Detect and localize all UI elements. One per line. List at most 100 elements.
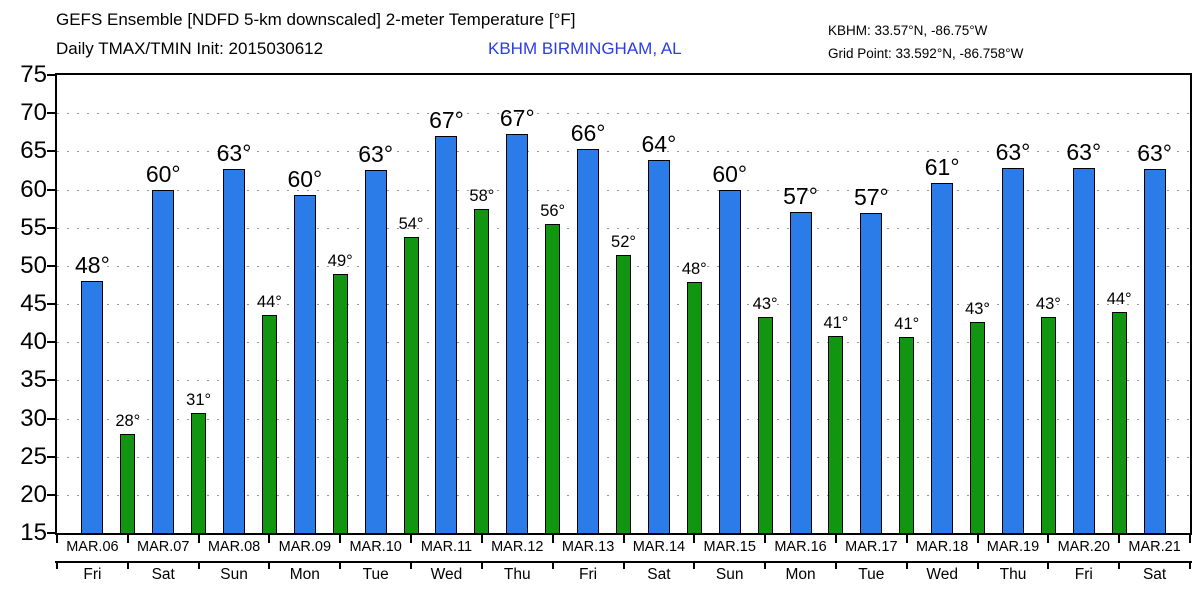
x-tick xyxy=(834,535,837,543)
tmin-label: 41° xyxy=(823,314,849,333)
tmin-bar xyxy=(120,433,136,535)
weekday-axis-tick xyxy=(1189,561,1191,569)
y-tick-label: 65 xyxy=(20,137,47,165)
tmax-label: 67° xyxy=(499,104,535,131)
tmin-label: 43° xyxy=(965,300,991,319)
date-label: MAR.15 xyxy=(703,539,756,555)
weekday-label: Tue xyxy=(362,566,389,583)
tmin-label: 43° xyxy=(1035,294,1061,313)
tmin-bar xyxy=(545,223,561,535)
tmin-bar xyxy=(261,315,277,535)
tmax-bar xyxy=(435,136,458,535)
tmax-label: 61° xyxy=(924,154,960,181)
tmax-label: 63° xyxy=(216,139,252,166)
tmax-label: 64° xyxy=(641,131,677,158)
x-tick xyxy=(764,535,767,543)
tmin-bar xyxy=(191,413,207,535)
date-label: MAR.17 xyxy=(845,539,898,555)
station-coordinates: KBHM: 33.57°N, -86.75°W xyxy=(828,23,988,38)
date-label: MAR.21 xyxy=(1128,539,1181,555)
y-tick-label: 30 xyxy=(20,404,47,432)
chart-title: GEFS Ensemble [NDFD 5-km downscaled] 2-m… xyxy=(56,10,576,29)
date-label: MAR.13 xyxy=(561,539,615,555)
tmin-label: 44° xyxy=(1106,289,1132,308)
x-tick xyxy=(197,535,200,543)
tmax-label: 57° xyxy=(783,183,818,210)
tmin-label: 56° xyxy=(540,201,566,220)
x-tick xyxy=(976,535,979,543)
tmax-bar xyxy=(223,168,246,535)
tmin-bar xyxy=(686,281,702,535)
weekday-axis-tick xyxy=(126,561,129,569)
date-label: MAR.09 xyxy=(278,539,332,555)
y-tick-label: 60 xyxy=(20,175,47,203)
y-tick xyxy=(47,455,55,458)
tmax-bar xyxy=(577,149,600,535)
tmax-bar xyxy=(1143,168,1166,535)
date-label: MAR.11 xyxy=(420,539,473,555)
weekday-axis-tick xyxy=(339,561,342,569)
date-label: MAR.08 xyxy=(207,539,261,555)
tmin-bar xyxy=(899,336,915,535)
tmax-bar xyxy=(1001,168,1024,535)
tmin-label: 54° xyxy=(398,214,424,233)
y-tick xyxy=(47,532,55,534)
y-tick-label: 20 xyxy=(20,480,47,508)
tmax-label: 48° xyxy=(75,252,110,279)
tmax-bar xyxy=(506,133,529,535)
y-tick-label: 70 xyxy=(20,99,47,127)
weekday-label: Sun xyxy=(715,566,744,583)
weekday-label: Thu xyxy=(999,566,1027,583)
weekday-label: Wed xyxy=(926,566,958,583)
y-tick xyxy=(47,74,55,76)
y-tick xyxy=(47,303,55,305)
tmax-label: 60° xyxy=(145,160,181,187)
x-tick xyxy=(905,535,908,543)
y-tick xyxy=(47,112,55,115)
plot-border-bottom xyxy=(55,533,1192,535)
station-name: KBHM BIRMINGHAM, AL xyxy=(488,39,682,58)
y-tick-label: 25 xyxy=(20,442,47,470)
x-tick xyxy=(126,535,129,543)
weekday-label: Tue xyxy=(858,566,885,583)
weekday-label: Mon xyxy=(289,566,320,583)
tmax-bar xyxy=(789,212,812,535)
gridpoint-coordinates: Grid Point: 33.592°N, -86.758°W xyxy=(828,46,1024,61)
tmax-label: 63° xyxy=(1137,139,1172,166)
x-tick xyxy=(56,535,58,543)
weekday-label: Fri xyxy=(83,566,102,583)
date-label: MAR.18 xyxy=(915,539,969,555)
x-tick xyxy=(693,535,696,543)
weekday-axis-tick xyxy=(56,561,58,569)
tmin-bar xyxy=(1040,316,1056,535)
y-tick-label: 40 xyxy=(20,328,47,356)
x-tick xyxy=(622,535,625,543)
date-label: MAR.07 xyxy=(137,539,190,555)
y-tick xyxy=(47,150,55,153)
tmin-bar xyxy=(757,316,773,535)
x-tick xyxy=(1047,535,1050,543)
y-tick-label: 55 xyxy=(20,213,47,241)
y-tick-label: 35 xyxy=(20,366,47,394)
gridline xyxy=(57,227,1190,229)
y-tick-label: 75 xyxy=(20,61,47,88)
plot-border-left xyxy=(55,73,57,535)
tmax-label: 60° xyxy=(287,165,323,192)
plot-border-right xyxy=(1190,73,1192,535)
weekday-axis-tick xyxy=(1047,561,1050,569)
weekday-label: Wed xyxy=(430,566,463,583)
date-label: MAR.06 xyxy=(66,539,119,555)
weekday-label: Sat xyxy=(1142,566,1167,583)
weekday-axis-tick xyxy=(834,561,837,569)
tmax-bar xyxy=(931,183,954,535)
tmin-label: 49° xyxy=(327,252,353,271)
tmin-bar xyxy=(474,209,490,535)
date-label: MAR.10 xyxy=(349,539,402,555)
tmax-bar xyxy=(152,189,175,535)
weekday-axis-tick xyxy=(764,561,767,569)
weekday-axis-tick xyxy=(1118,561,1121,569)
weekday-axis-tick xyxy=(905,561,908,569)
weekday-label: Sun xyxy=(220,566,248,583)
weekday-label: Fri xyxy=(579,566,598,583)
